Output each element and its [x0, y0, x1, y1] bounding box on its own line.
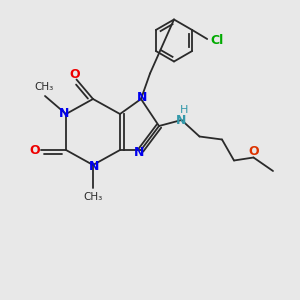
Text: N: N	[176, 113, 187, 127]
Text: O: O	[30, 143, 40, 157]
Text: CH₃: CH₃	[34, 82, 53, 92]
Text: N: N	[134, 146, 145, 160]
Text: N: N	[59, 107, 70, 120]
Text: N: N	[89, 160, 100, 173]
Text: CH₃: CH₃	[83, 192, 103, 202]
Text: O: O	[70, 68, 80, 82]
Text: H: H	[179, 105, 188, 115]
Text: Cl: Cl	[210, 34, 224, 47]
Text: O: O	[248, 145, 259, 158]
Text: N: N	[137, 91, 148, 104]
